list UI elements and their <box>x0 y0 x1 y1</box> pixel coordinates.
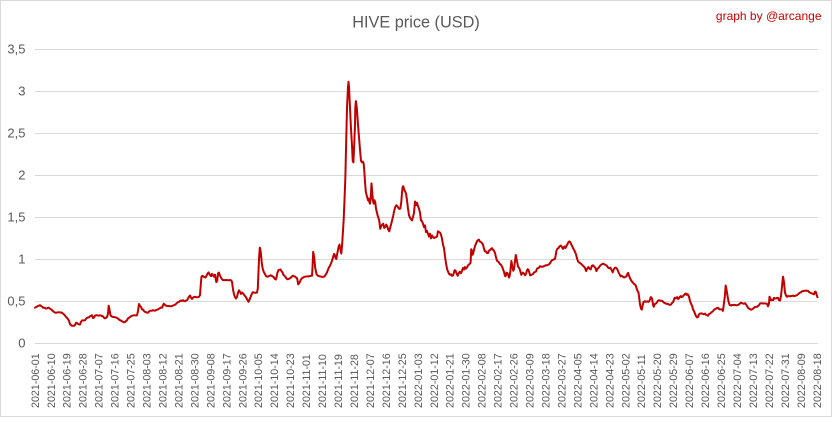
svg-text:2022-04-05: 2022-04-05 <box>572 353 584 408</box>
svg-text:2021-08-21: 2021-08-21 <box>173 353 185 408</box>
svg-text:2022-03-09: 2022-03-09 <box>525 353 537 408</box>
svg-text:0: 0 <box>18 336 25 351</box>
svg-text:2021-12-07: 2021-12-07 <box>365 353 377 408</box>
svg-text:2021-11-10: 2021-11-10 <box>317 354 329 408</box>
svg-text:2022-01-21: 2022-01-21 <box>445 353 457 408</box>
svg-text:2021-07-16: 2021-07-16 <box>110 353 122 408</box>
svg-text:1,5: 1,5 <box>7 210 25 225</box>
svg-text:3,5: 3,5 <box>7 42 25 57</box>
svg-text:2: 2 <box>18 168 25 183</box>
svg-text:2021-08-12: 2021-08-12 <box>157 353 169 408</box>
svg-text:graph by @arcange: graph by @arcange <box>716 9 822 23</box>
svg-text:2022-01-03: 2022-01-03 <box>413 353 425 408</box>
svg-text:2021-12-25: 2021-12-25 <box>397 353 409 408</box>
svg-text:2022-03-18: 2022-03-18 <box>540 353 552 408</box>
svg-text:2022-04-23: 2022-04-23 <box>604 353 616 408</box>
svg-text:2022-07-13: 2022-07-13 <box>748 353 760 408</box>
svg-text:2021-08-30: 2021-08-30 <box>189 353 201 408</box>
svg-text:HIVE price (USD): HIVE price (USD) <box>352 14 480 32</box>
svg-text:2022-02-17: 2022-02-17 <box>493 353 505 408</box>
svg-text:2022-05-02: 2022-05-02 <box>620 353 632 408</box>
svg-text:2021-06-19: 2021-06-19 <box>62 353 74 408</box>
svg-text:2022-07-22: 2022-07-22 <box>764 353 776 408</box>
svg-text:2022-02-26: 2022-02-26 <box>509 353 521 408</box>
svg-text:2022-01-12: 2022-01-12 <box>429 353 441 408</box>
svg-text:2021-11-28: 2021-11-28 <box>349 354 361 408</box>
svg-text:2021-12-16: 2021-12-16 <box>381 353 393 408</box>
svg-text:2021-10-23: 2021-10-23 <box>285 353 297 408</box>
svg-text:2021-09-08: 2021-09-08 <box>205 353 217 408</box>
svg-text:2022-02-08: 2022-02-08 <box>477 353 489 408</box>
svg-text:2022-06-16: 2022-06-16 <box>700 353 712 408</box>
svg-text:2022-07-04: 2022-07-04 <box>732 353 744 408</box>
svg-text:2021-06-10: 2021-06-10 <box>46 353 58 408</box>
svg-text:2022-03-27: 2022-03-27 <box>556 353 568 408</box>
svg-text:2021-09-17: 2021-09-17 <box>221 353 233 408</box>
svg-text:2022-05-29: 2022-05-29 <box>668 353 680 408</box>
svg-text:2021-06-01: 2021-06-01 <box>30 353 42 408</box>
svg-text:2022-07-31: 2022-07-31 <box>780 353 792 408</box>
svg-text:2022-05-20: 2022-05-20 <box>652 353 664 408</box>
svg-text:2021-09-26: 2021-09-26 <box>237 353 249 408</box>
svg-text:1: 1 <box>18 252 25 267</box>
svg-text:2022-08-09: 2022-08-09 <box>796 353 808 408</box>
svg-text:2021-10-05: 2021-10-05 <box>253 353 265 408</box>
svg-text:3: 3 <box>18 84 25 99</box>
svg-text:2022-06-25: 2022-06-25 <box>716 353 728 408</box>
svg-text:2022-04-14: 2022-04-14 <box>588 353 600 408</box>
svg-text:2021-06-28: 2021-06-28 <box>78 353 90 408</box>
svg-text:2021-11-01: 2021-11-01 <box>301 354 313 408</box>
svg-text:2021-07-25: 2021-07-25 <box>126 353 138 408</box>
svg-text:2021-07-07: 2021-07-07 <box>94 353 106 408</box>
svg-text:2021-08-03: 2021-08-03 <box>142 353 154 408</box>
svg-text:0,5: 0,5 <box>7 294 25 309</box>
svg-text:2021-11-19: 2021-11-19 <box>333 354 345 408</box>
svg-text:2022-06-07: 2022-06-07 <box>684 353 696 408</box>
svg-text:2022-05-11: 2022-05-11 <box>636 354 648 408</box>
svg-text:2021-10-14: 2021-10-14 <box>269 353 281 408</box>
svg-text:2022-08-18: 2022-08-18 <box>812 353 824 408</box>
svg-text:2,5: 2,5 <box>7 126 25 141</box>
svg-text:2022-01-30: 2022-01-30 <box>461 353 473 408</box>
